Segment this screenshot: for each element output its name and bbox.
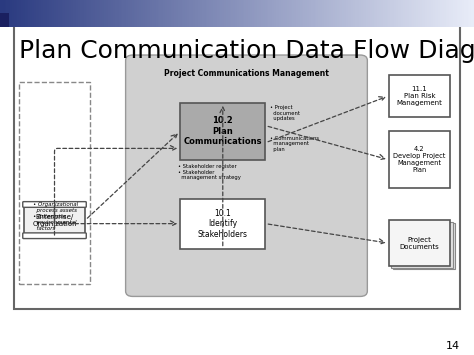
Bar <box>389 220 450 266</box>
Text: Project
Documents: Project Documents <box>400 237 439 250</box>
Bar <box>389 75 450 117</box>
Bar <box>389 131 450 188</box>
Text: 4.2
Develop Project
Management
Plan: 4.2 Develop Project Management Plan <box>393 146 446 173</box>
Text: • Organizational
  process assets
• Enterprise
  environmental
  factors: • Organizational process assets • Enterp… <box>33 202 78 230</box>
Text: 10.1
Identify
Stakeholders: 10.1 Identify Stakeholders <box>198 209 248 239</box>
Bar <box>391 222 453 268</box>
Text: • Stakeholder register
• Stakeholder
  management strategy: • Stakeholder register • Stakeholder man… <box>178 164 241 180</box>
Bar <box>0 13 9 27</box>
Bar <box>180 199 265 248</box>
Text: 11.1
Plan Risk
Management: 11.1 Plan Risk Management <box>397 86 442 106</box>
FancyBboxPatch shape <box>23 233 86 239</box>
Bar <box>14 25 460 309</box>
Text: Project Communications Management: Project Communications Management <box>164 69 329 78</box>
Bar <box>393 223 455 269</box>
Bar <box>180 103 265 160</box>
Text: 10.2
Plan
Communications: 10.2 Plan Communications <box>183 116 262 146</box>
Text: Plan Communication Data Flow Diagram: Plan Communication Data Flow Diagram <box>19 39 474 63</box>
Text: • Communications
  management
  plan: • Communications management plan <box>270 136 319 152</box>
Text: Enterprise/
Organization: Enterprise/ Organization <box>32 214 77 226</box>
FancyBboxPatch shape <box>23 202 86 207</box>
Bar <box>24 207 85 234</box>
Text: • Project
  document
  updates: • Project document updates <box>270 105 300 121</box>
FancyBboxPatch shape <box>126 55 367 296</box>
Text: 14: 14 <box>446 342 460 351</box>
